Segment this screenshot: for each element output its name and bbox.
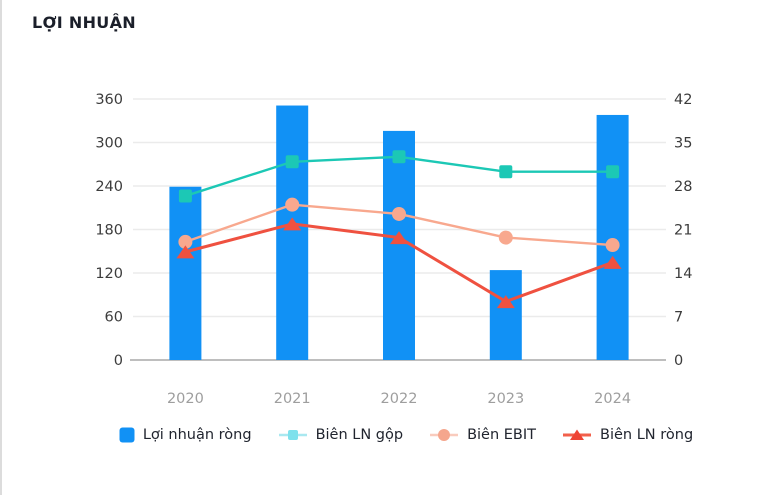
marker-triangle-2022	[390, 231, 408, 245]
left-axis-tick-label: 120	[95, 266, 123, 282]
marker-square-2022	[392, 150, 406, 164]
bar-legend-swatch-icon	[119, 427, 135, 443]
legend-item-bien-ebit[interactable]: Biên EBIT	[429, 427, 536, 443]
legend-item-bien-ln-rong[interactable]: Biên LN ròng	[562, 427, 693, 443]
chart-legend: Lợi nhuận ròng Biên LN gộp Biên EBIT Biê…	[14, 427, 784, 443]
profit-chart: 360 300 240 180 120 60 0 42 35 28 21 14 7 0 2020 2021 20…	[95, 92, 692, 407]
legend-label-net-margin: Biên LN ròng	[600, 427, 694, 443]
line-triangle-legend-icon	[563, 429, 592, 440]
marker-triangle-2020	[176, 245, 195, 259]
marker-square-2021	[285, 155, 299, 169]
left-axis-tick-label: 300	[95, 136, 123, 152]
marker-circle-2024	[605, 238, 620, 253]
line-square-legend-icon	[278, 430, 307, 440]
right-axis-tick-label: 28	[674, 179, 692, 195]
marker-circle-2020	[178, 234, 193, 249]
right-axis-tick-label: 21	[674, 223, 692, 239]
right-axis-tick-label: 42	[674, 92, 692, 108]
bar-2024	[596, 114, 629, 360]
marker-triangle-2024	[603, 255, 622, 269]
left-axis-tick-label: 60	[105, 310, 123, 326]
bar-2020	[169, 186, 202, 360]
x-axis-label-2024: 2024	[594, 391, 631, 407]
left-axis-tick-label: 360	[95, 92, 123, 108]
marker-triangle-2021	[283, 217, 302, 231]
marker-triangle-2023	[496, 295, 515, 309]
line-circle-legend-icon	[430, 429, 459, 441]
left-axis-tick-label: 0	[114, 353, 123, 369]
right-axis-tick-label: 35	[674, 136, 692, 152]
marker-square-2024	[606, 165, 620, 179]
bar-2021	[276, 105, 309, 361]
left-axis-tick-label: 240	[95, 179, 123, 195]
marker-square-2023	[499, 165, 513, 179]
left-axis-tick-label: 180	[95, 223, 123, 239]
right-axis-tick-label: 14	[674, 266, 692, 282]
x-axis-label-2020: 2020	[167, 391, 204, 407]
legend-label-net-profit: Lợi nhuận ròng	[142, 427, 252, 443]
legend-label-gross-margin: Biên LN gộp	[315, 427, 404, 443]
legend-item-loi-nhuan-rong[interactable]: Lợi nhuận ròng	[119, 427, 252, 443]
marker-circle-2023	[498, 230, 513, 245]
page-title: LỢI NHUẬN	[32, 13, 136, 32]
x-axis-label-2023: 2023	[487, 391, 524, 407]
marker-square-2020	[178, 189, 192, 203]
legend-item-bien-ln-gop[interactable]: Biên LN gộp	[278, 427, 404, 443]
x-axis-label-2022: 2022	[381, 391, 418, 407]
bar-2023	[489, 270, 522, 360]
right-axis-tick-label: 7	[674, 310, 683, 326]
right-axis-tick-label: 0	[674, 353, 683, 369]
legend-label-ebit-margin: Biên EBIT	[467, 427, 537, 443]
marker-circle-2022	[392, 206, 406, 221]
x-axis-label-2021: 2021	[274, 391, 311, 407]
marker-circle-2021	[285, 197, 300, 212]
